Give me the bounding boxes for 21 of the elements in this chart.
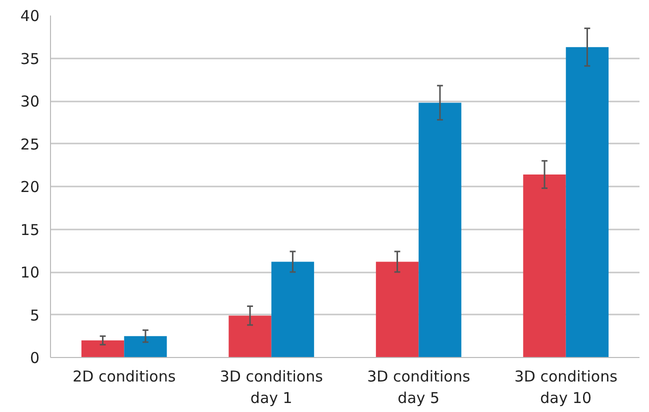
y-tick-label: 35 (20, 50, 40, 68)
y-tick-label: 0 (30, 349, 40, 367)
bar (376, 262, 419, 358)
x-tick-label: 3D conditions day 5 (367, 368, 470, 408)
x-tick-label: 2D conditions (72, 368, 176, 386)
y-tick-label: 15 (20, 220, 40, 239)
x-tick-label: 3D conditions day 10 (514, 368, 618, 408)
bar (81, 340, 124, 358)
y-tick-label: 5 (30, 306, 40, 324)
bar (523, 174, 566, 358)
y-tick-label: 30 (20, 92, 40, 110)
bar (566, 47, 609, 358)
x-tick-label: 3D conditions day 1 (220, 368, 324, 408)
bar (228, 316, 272, 358)
y-tick-label: 25 (20, 135, 40, 154)
bar (418, 102, 462, 358)
y-tick-label: 40 (20, 7, 40, 25)
bar (124, 336, 167, 358)
bar (271, 262, 314, 358)
y-tick-label: 10 (20, 264, 40, 282)
y-tick-label: 20 (20, 178, 40, 196)
